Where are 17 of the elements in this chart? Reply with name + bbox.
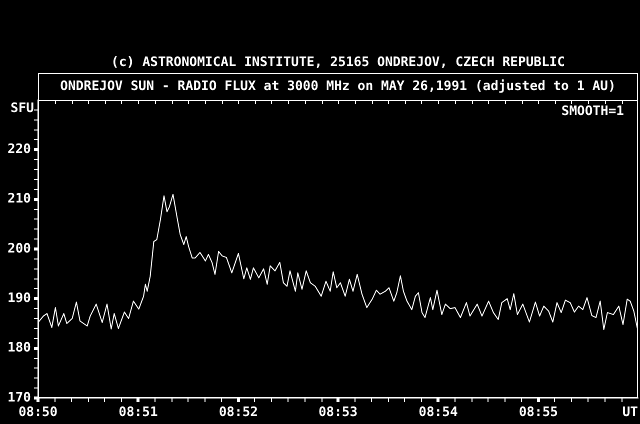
x-tick-label: 08:55 — [518, 405, 558, 420]
text: (c) ASTRONOMICAL INSTITUTE, 25165 ONDREJOV, CZECH REPUBLIC — [110, 55, 566, 71]
x-tick-label: 08:54 — [418, 405, 458, 420]
x-tick-label: 08:50 — [18, 405, 58, 420]
y-tick-label: 170 — [8, 390, 32, 406]
x-tick-label: 08:52 — [218, 405, 258, 420]
x-tick-label: 08:51 — [118, 405, 158, 420]
annotation: SMOOTH=1 — [561, 104, 624, 120]
x-tick-label: 08:53 — [318, 405, 358, 420]
chart-title: ONDREJOV SUN - RADIO FLUX at 3000 MHz on MAY 26,1991 (adjusted to 1 AU) — [38, 73, 638, 101]
x-axis-title: UT — [622, 405, 638, 421]
y-tick-label: 210 — [8, 192, 32, 207]
y-axis-title: SFU — [10, 101, 34, 117]
y-tick-label: 190 — [8, 291, 32, 306]
y-tick-label: 220 — [8, 142, 32, 158]
y-tick-label: 180 — [8, 340, 32, 356]
y-tick-label: 200 — [8, 241, 32, 256]
